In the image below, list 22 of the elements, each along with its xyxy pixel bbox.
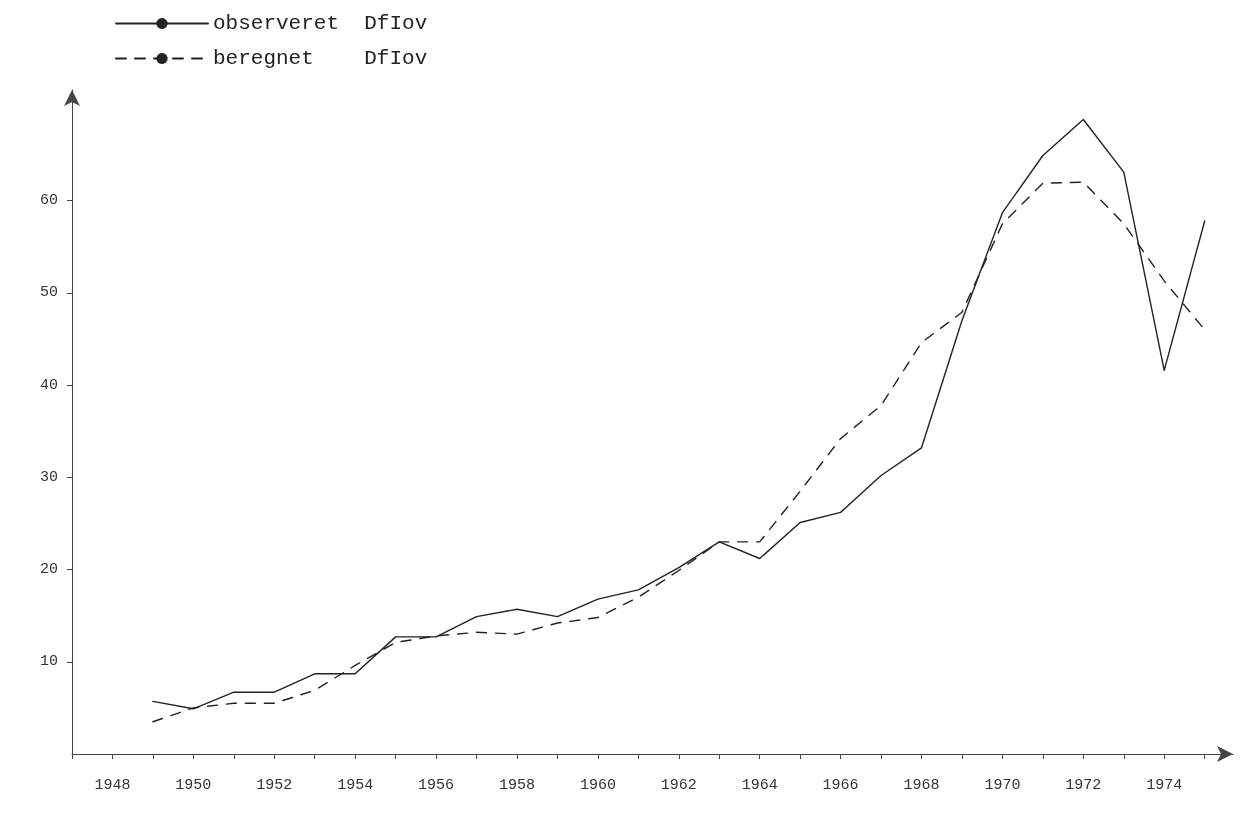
y-tick-label: 30 (39, 468, 58, 486)
x-tick-label: 1954 (337, 777, 374, 794)
x-tick-label: 1950 (175, 777, 212, 794)
legend-label: beregnet DfIov (213, 47, 428, 70)
y-tick-label: 40 (39, 376, 58, 394)
x-tick-label: 1956 (418, 777, 455, 794)
y-tick-label: 50 (39, 284, 58, 302)
x-tick-label: 1970 (984, 777, 1021, 794)
y-tick-label: 60 (39, 192, 58, 210)
y-tick-label: 20 (39, 561, 58, 579)
x-tick-label: 1952 (256, 777, 293, 794)
y-tick-label: 10 (39, 653, 58, 671)
x-tick-label: 1972 (1065, 777, 1102, 794)
x-tick-label: 1958 (498, 777, 535, 794)
x-tick-label: 1974 (1146, 777, 1183, 794)
x-tick-label: 1964 (741, 777, 778, 794)
legend-label: observeret DfIov (213, 12, 428, 35)
x-tick-label: 1960 (579, 777, 616, 794)
x-tick-label: 1948 (94, 777, 131, 794)
x-tick-label: 1962 (660, 777, 697, 794)
x-tick-label: 1968 (903, 777, 940, 794)
x-tick-label: 1966 (822, 777, 859, 794)
